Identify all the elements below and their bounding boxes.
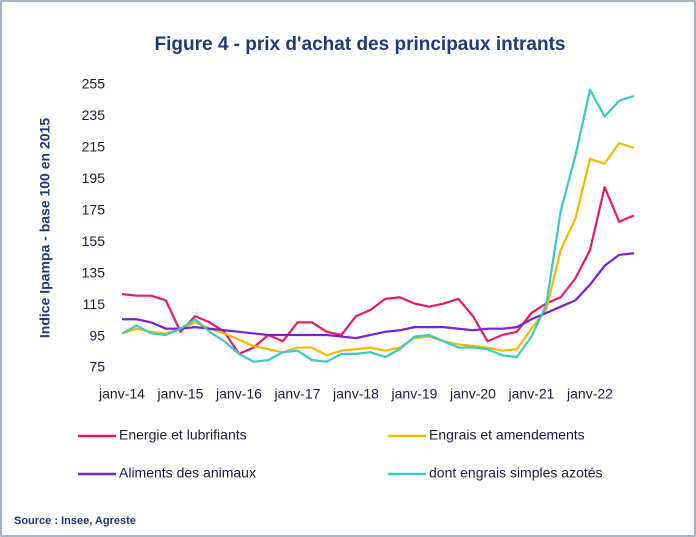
y-tick-label: 195 [82,170,106,186]
y-axis-label: Indice Ipampa - base 100 en 2015 [37,118,53,338]
x-tick-label: janv-16 [215,386,262,402]
x-tick-label: janv-14 [98,386,145,402]
x-tick-label: janv-22 [566,386,613,402]
x-tick-label: janv-18 [332,386,379,402]
legend-label: dont engrais simples azotés [429,465,603,481]
y-tick-label: 155 [82,233,106,249]
x-tick-label: janv-17 [274,386,321,402]
x-tick-label: janv-21 [508,386,555,402]
y-tick-label: 235 [82,107,106,123]
x-tick-label: janv-19 [391,386,438,402]
legend-label: Aliments des animaux [119,465,256,481]
y-tick-label: 215 [82,139,106,155]
y-tick-label: 175 [82,201,106,217]
y-tick-label: 115 [83,296,106,312]
legend-label: Engrais et amendements [429,427,585,443]
chart-title: Figure 4 - prix d'achat des principaux i… [155,34,566,55]
y-tick-label: 75 [89,359,105,375]
line-series [121,88,635,363]
x-tick-label: janv-15 [157,386,204,402]
source: Source : Insee, Agreste [14,515,136,527]
y-tick-label: 135 [82,264,106,280]
y-tick-label: 95 [89,327,105,343]
y-tick-label: 255 [82,76,106,92]
legend-label: Energie et lubrifiants [119,427,247,443]
x-tick-label: janv-20 [449,386,496,402]
